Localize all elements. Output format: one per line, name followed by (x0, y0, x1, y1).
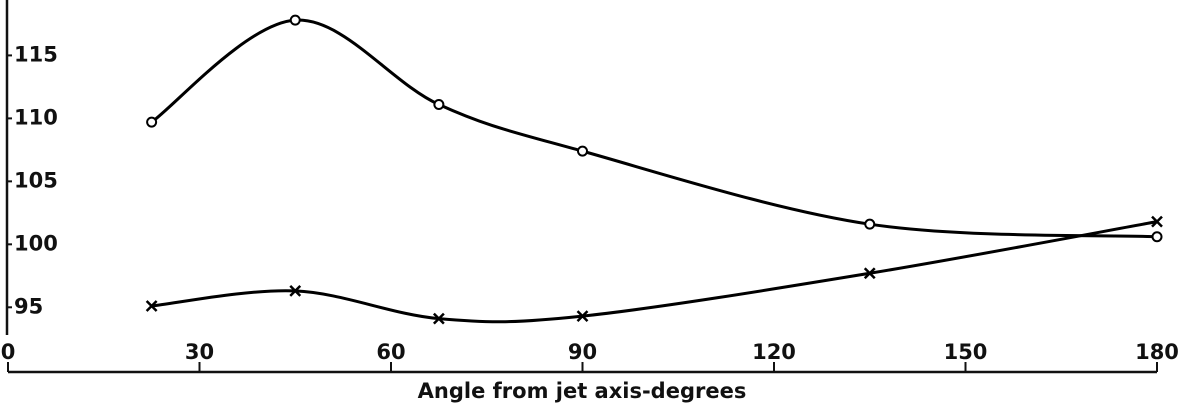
x-tick-label: 30 (185, 340, 214, 364)
x-axis-label: Angle from jet axis-degrees (418, 379, 747, 403)
y-tick-label: 105 (14, 168, 58, 192)
y-tick-label: 100 (14, 231, 58, 255)
y-tick-label: 115 (14, 42, 58, 66)
x-tick-label: 150 (944, 340, 988, 364)
y-tick-label: 95 (14, 294, 43, 318)
marker-circle (864, 218, 876, 230)
series-line (150, 18, 1158, 239)
marker-circle (1151, 231, 1163, 243)
marker-x (432, 312, 445, 325)
marker-circle (289, 14, 301, 26)
marker-x (145, 300, 158, 312)
x-tick-label: 90 (568, 340, 597, 364)
marker-x (576, 310, 589, 322)
marker-circle (577, 145, 588, 157)
x-tick-label: 180 (1135, 340, 1179, 364)
y-tick-label: 110 (14, 105, 58, 129)
marker-circle (433, 99, 445, 111)
marker-x (863, 267, 876, 280)
x-tick-label: 60 (376, 340, 405, 364)
x-tick-label: 120 (752, 340, 796, 364)
x-tick-label: 0 (1, 340, 16, 364)
marker-circle (146, 116, 158, 128)
marker-x (289, 285, 302, 297)
series-line (151, 220, 1158, 324)
marker-x (1151, 215, 1163, 228)
